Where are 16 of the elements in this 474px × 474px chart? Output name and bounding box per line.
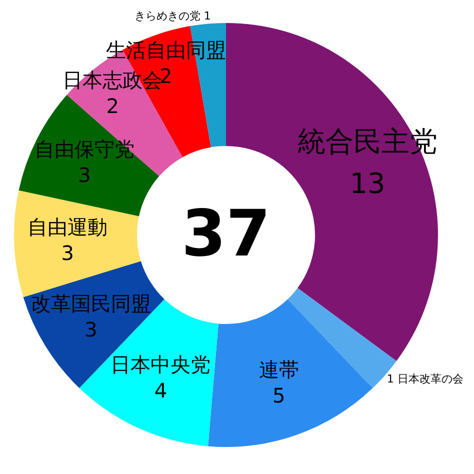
data-label: 1	[386, 372, 394, 386]
slice-label: 日本改革の会	[397, 372, 464, 386]
data-label: 5	[272, 384, 286, 408]
data-label: 2	[106, 94, 119, 118]
data-label: 3	[78, 162, 91, 187]
data-label: 3	[61, 240, 74, 265]
slice-label: 連帯	[258, 358, 299, 382]
text: 37	[181, 198, 271, 272]
slice-label: 日本中央党	[110, 352, 211, 377]
data-label: 1	[204, 10, 211, 23]
slice-label: きらめきの党	[134, 10, 200, 23]
data-label: 4	[154, 378, 168, 403]
data-label: 13	[350, 166, 386, 200]
slice-label: 改革国民同盟	[31, 291, 152, 316]
data-label: 3	[84, 317, 98, 342]
slice-label: 自由運動	[28, 214, 108, 239]
